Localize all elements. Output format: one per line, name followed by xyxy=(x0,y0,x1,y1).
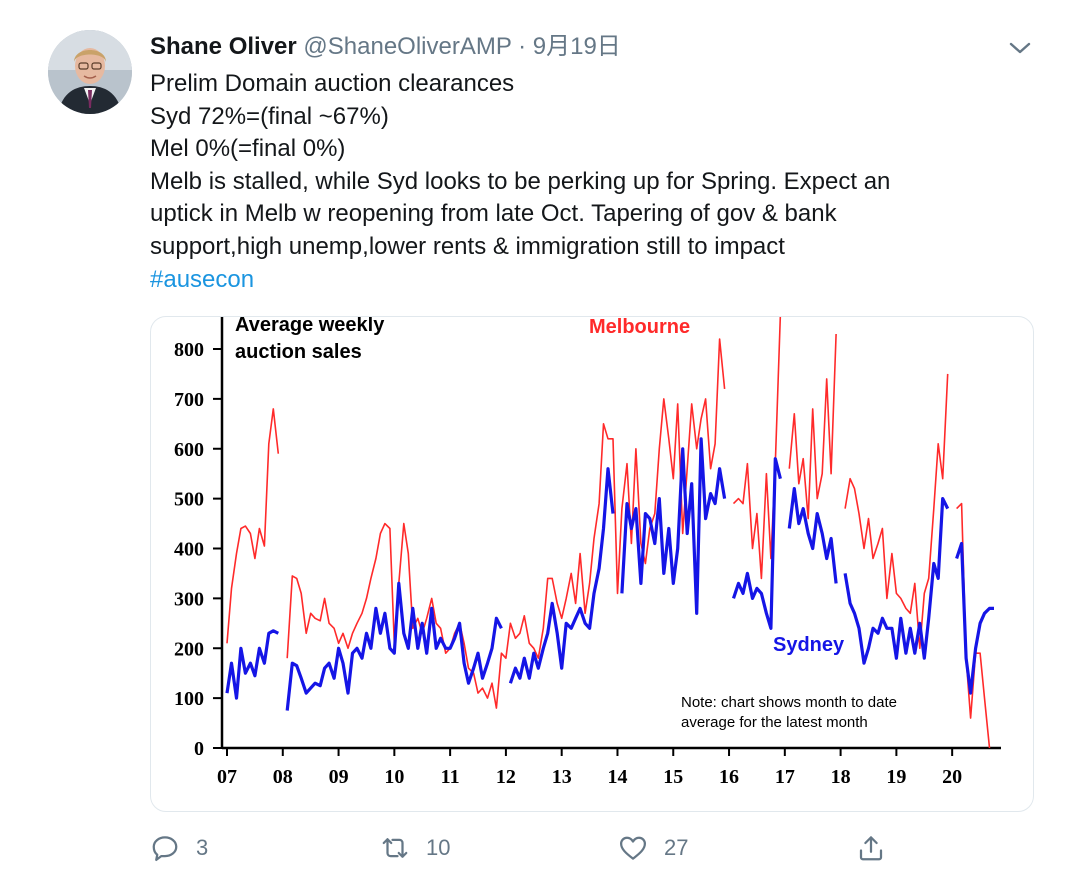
series-line-sydney xyxy=(843,497,950,665)
like-count: 27 xyxy=(664,835,689,860)
auction-sales-chart: 800 700 600 500 400 300 200 100 0 07 08 09 10 11 12 13… xyxy=(174,317,1001,788)
x-tick-label: 14 xyxy=(607,766,627,788)
reply-icon xyxy=(152,836,178,861)
x-tick-label: 11 xyxy=(441,766,460,788)
y-tick-label: 200 xyxy=(174,638,204,660)
separator-dot: · xyxy=(518,33,527,60)
y-tick-label: 100 xyxy=(174,688,204,710)
share-button[interactable] xyxy=(856,828,886,868)
chevron-down-icon xyxy=(1009,42,1031,54)
series-line-sydney xyxy=(225,629,280,700)
retweet-count: 10 xyxy=(426,835,451,860)
series-line-sydney xyxy=(620,437,727,615)
y-tick-label: 500 xyxy=(174,489,204,511)
y-tick-label: 700 xyxy=(174,389,204,411)
chart-title-line-2: auction sales xyxy=(235,341,362,363)
heart-icon xyxy=(620,836,646,860)
series-line-melbourne xyxy=(844,373,949,650)
avatar-photo xyxy=(48,30,132,114)
retweet-button[interactable]: 10 xyxy=(380,828,450,868)
x-tick-label: 07 xyxy=(217,766,237,788)
y-tick-label: 300 xyxy=(174,588,204,610)
chart-note-line-1: Note: chart shows month to date xyxy=(681,694,897,711)
x-tick-label: 16 xyxy=(719,766,739,788)
x-tick-label: 10 xyxy=(384,766,404,788)
series-line-sydney xyxy=(508,467,615,684)
chart-title-line-1: Average weekly xyxy=(235,317,385,336)
series-label-sydney: Sydney xyxy=(773,634,845,656)
x-tick-label: 19 xyxy=(886,766,906,788)
series-line-melbourne xyxy=(788,333,837,520)
tweet-line: Syd 72%=(final ~67%) xyxy=(150,102,389,130)
chart-note-line-2: average for the latest month xyxy=(681,714,868,731)
tweet-header: Shane Oliver @ShaneOliverAMP · 9月19日 xyxy=(150,32,621,62)
y-axis: 800 700 600 500 400 300 200 100 0 xyxy=(174,339,222,760)
x-tick-label: 13 xyxy=(552,766,572,788)
author-handle[interactable]: @ShaneOliverAMP xyxy=(303,33,512,60)
y-tick-label: 800 xyxy=(174,339,204,361)
x-tick-label: 17 xyxy=(775,766,795,788)
tweet-line: uptick in Melb w reopening from late Oct… xyxy=(150,200,837,228)
series-line-sydney xyxy=(731,457,782,630)
series-label-melbourne: Melbourne xyxy=(589,317,690,338)
retweet-icon xyxy=(382,838,408,858)
tweet-media-chart[interactable]: 800 700 600 500 400 300 200 100 0 07 08 09 10 11 12 13… xyxy=(150,316,1034,812)
tweet-actions: 3 10 27 xyxy=(150,828,1050,868)
tweet-line: Mel 0%(=final 0%) xyxy=(150,135,346,163)
series-line-sydney xyxy=(285,581,503,711)
series-line-sydney xyxy=(955,541,994,695)
share-icon xyxy=(859,836,883,861)
reply-count: 3 xyxy=(196,835,209,860)
x-tick-label: 09 xyxy=(329,766,349,788)
like-button[interactable]: 27 xyxy=(618,828,688,868)
x-tick-label: 15 xyxy=(663,766,683,788)
tweet-line: Prelim Domain auction clearances xyxy=(150,70,515,97)
reply-button[interactable]: 3 xyxy=(150,828,208,868)
y-tick-label: 0 xyxy=(194,738,204,760)
hashtag-link[interactable]: #ausecon xyxy=(150,265,255,293)
y-tick-label: 400 xyxy=(174,539,204,561)
series-line-melbourne xyxy=(226,408,280,644)
y-tick-label: 600 xyxy=(174,439,204,461)
x-axis: 07 08 09 10 11 12 13 14 15 16 17 18 19 20 xyxy=(217,748,962,788)
tweet-line: support,high unemp,lower rents & immigra… xyxy=(150,232,785,260)
more-options-button[interactable] xyxy=(1006,34,1034,62)
x-tick-label: 20 xyxy=(942,766,962,788)
series-line-sydney xyxy=(787,487,838,584)
tweet-text: Prelim Domain auction clearances Syd 72%… xyxy=(150,68,1050,296)
x-tick-label: 08 xyxy=(273,766,293,788)
x-tick-label: 18 xyxy=(831,766,851,788)
author-name[interactable]: Shane Oliver xyxy=(150,33,297,60)
series-line-melbourne xyxy=(956,502,991,749)
x-tick-label: 12 xyxy=(496,766,516,788)
avatar[interactable] xyxy=(48,30,132,114)
tweet-date[interactable]: 9月19日 xyxy=(532,33,621,60)
tweet-line: Melb is stalled, while Syd looks to be p… xyxy=(150,167,891,195)
